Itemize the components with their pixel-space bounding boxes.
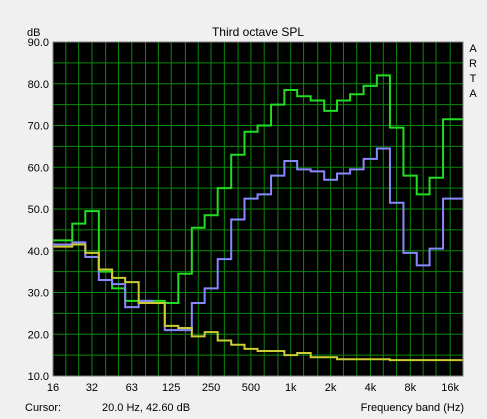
series-3-line — [53, 243, 463, 362]
plot-border — [52, 41, 464, 377]
x-tick-label: 4k — [365, 382, 377, 394]
y-axis-unit-label: dB — [27, 27, 40, 39]
x-axis-ticks: 16 32 63 125 250 500 1k 2k 4k 8k 16k — [47, 382, 460, 394]
x-tick-label: 8k — [405, 382, 417, 394]
y-axis-ticks: 10.0 20.0 30.0 40.0 50.0 60.0 70.0 80.0 90.0 — [28, 37, 49, 383]
y-tick-label: 10.0 — [28, 371, 49, 383]
cursor-label: Cursor: — [25, 402, 62, 414]
x-tick-label: 1k — [285, 382, 297, 394]
series-layer — [53, 74, 463, 362]
y-tick-label: 60.0 — [28, 162, 49, 174]
side-label-letter: T — [470, 73, 477, 85]
x-tick-label: 125 — [162, 382, 180, 394]
x-tick-label: 500 — [242, 382, 260, 394]
grid-lines — [53, 42, 463, 376]
x-tick-label: 32 — [86, 382, 98, 394]
side-label-letter: A — [469, 43, 477, 55]
y-tick-label: 70.0 — [28, 121, 49, 133]
x-tick-label: 16 — [47, 382, 59, 394]
x-axis-label: Frequency band (Hz) — [360, 402, 464, 414]
x-tick-label: 16k — [441, 382, 459, 394]
cursor-readout: 20.0 Hz, 42.60 dB — [102, 402, 191, 414]
side-label-letter: A — [469, 88, 477, 100]
status-bar: Cursor: 20.0 Hz, 42.60 dB Frequency band… — [0, 400, 487, 419]
series-1-line — [53, 74, 463, 304]
x-tick-label: 2k — [325, 382, 337, 394]
y-tick-label: 20.0 — [28, 329, 49, 341]
y-tick-label: 40.0 — [28, 246, 49, 258]
series-2-line — [53, 147, 463, 332]
side-label-letter: R — [469, 58, 477, 70]
y-tick-label: 80.0 — [28, 79, 49, 91]
chart-title: Third octave SPL — [212, 25, 304, 39]
y-tick-label: 50.0 — [28, 204, 49, 216]
y-tick-label: 30.0 — [28, 288, 49, 300]
x-tick-label: 63 — [126, 382, 138, 394]
y-tick-label: 90.0 — [28, 37, 49, 49]
x-tick-label: 250 — [202, 382, 220, 394]
